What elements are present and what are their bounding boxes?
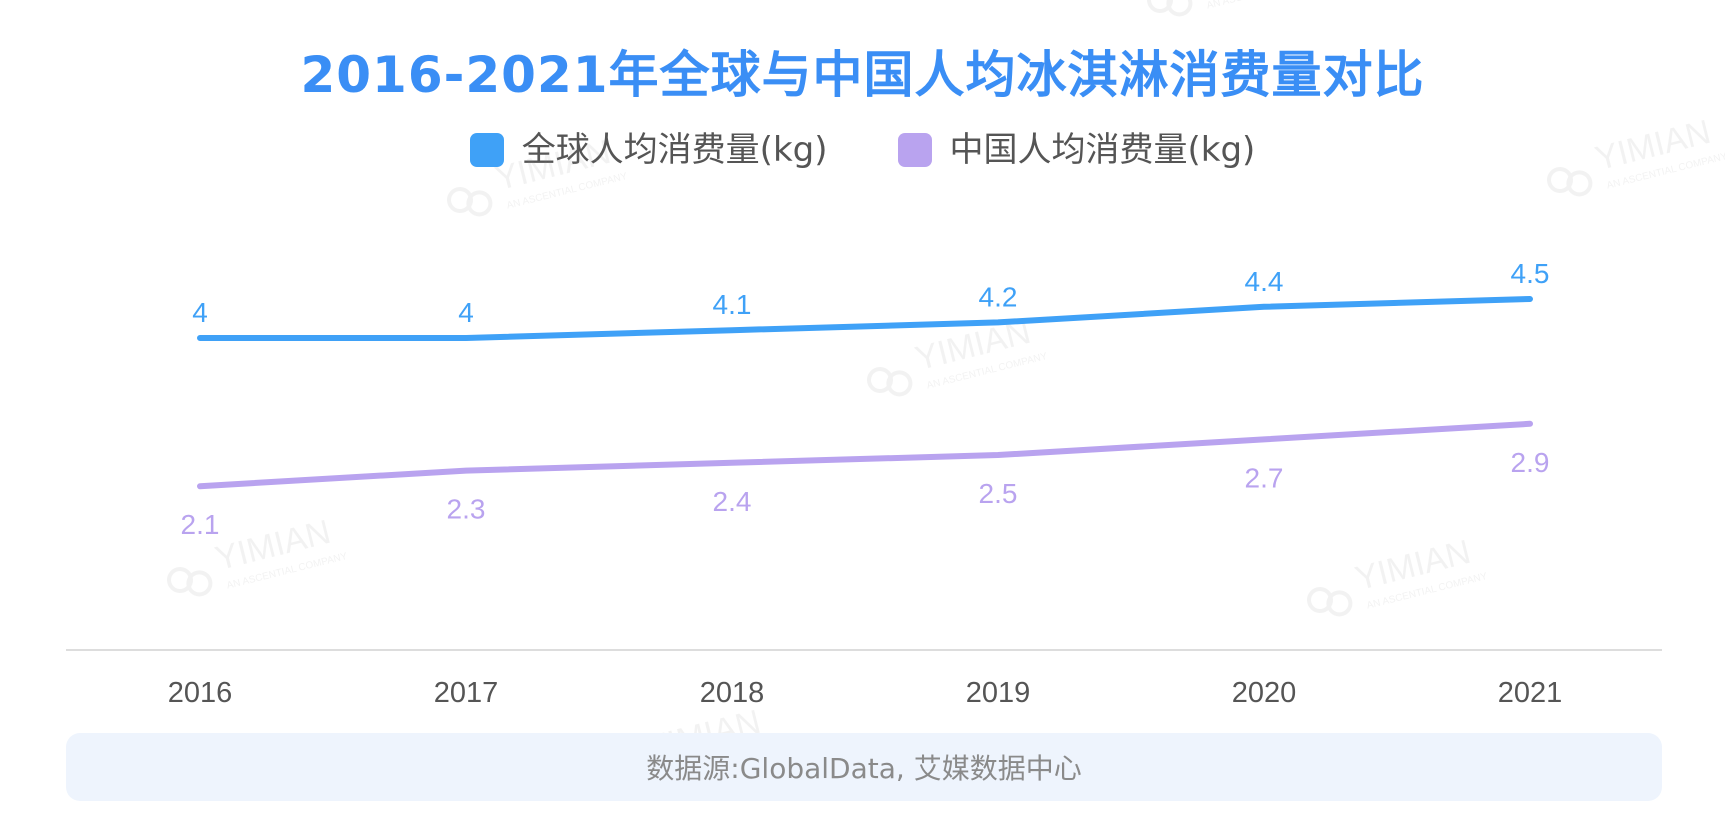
- legend-label-china: 中国人均消费量(kg): [949, 130, 1256, 170]
- chart-title: 2016-2021年全球与中国人均冰淇淋消费量对比: [300, 46, 1425, 104]
- x-tick-label: 2017: [434, 677, 499, 709]
- data-label: 2.9: [1511, 447, 1550, 478]
- data-label: 4.4: [1245, 266, 1284, 297]
- data-label: 4.1: [713, 289, 752, 320]
- data-label: 4: [192, 297, 208, 328]
- data-labels-layer: 4 4 4.1 4.2 4.4 4.5 2.1 2.3 2.4 2.5 2.7 2.9: [181, 258, 1550, 540]
- data-label: 2.5: [979, 478, 1018, 509]
- data-label: 4.2: [979, 281, 1018, 312]
- series-line-china: [197, 420, 1533, 490]
- data-label: 4: [458, 297, 474, 328]
- legend-item-china: 中国人均消费量(kg): [897, 128, 1256, 172]
- legend-swatch-china: [897, 133, 932, 167]
- chart-legend: 全球人均消费量(kg) 中国人均消费量(kg): [0, 128, 1725, 172]
- series-line-global: [197, 296, 1533, 341]
- series-layer: [197, 296, 1533, 490]
- x-tick-label: 2020: [1232, 677, 1297, 709]
- watermark-tagline: AN ASCENTIAL COMPANY: [1206, 0, 1329, 12]
- data-label: 2.1: [181, 509, 220, 540]
- source-box: 数据源:GlobalData, 艾媒数据中心: [66, 733, 1662, 801]
- x-tick-label: 2018: [700, 677, 765, 709]
- legend-swatch-global: [469, 133, 504, 167]
- source-text: 数据源:GlobalData, 艾媒数据中心: [646, 752, 1082, 785]
- legend-item-global: 全球人均消费量(kg): [469, 128, 828, 172]
- x-tick-labels: 2016 2017 2018 2019 2020 2021: [168, 677, 1563, 709]
- data-label: 2.4: [713, 486, 752, 517]
- x-tick-label: 2019: [966, 677, 1031, 709]
- data-label: 2.3: [447, 494, 486, 525]
- x-tick-label: 2016: [168, 677, 233, 709]
- legend-label-global: 全球人均消费量(kg): [521, 130, 828, 170]
- data-label: 2.7: [1245, 462, 1284, 493]
- data-label: 4.5: [1511, 258, 1550, 289]
- x-tick-label: 2021: [1498, 677, 1563, 709]
